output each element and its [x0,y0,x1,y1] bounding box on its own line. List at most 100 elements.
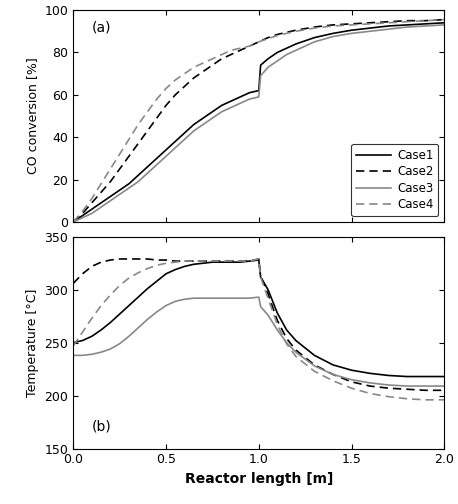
Case2 [89,200,95,206]
Case3 [404,24,410,30]
Case4 [247,43,252,49]
Case2 [219,56,224,62]
Text: (b): (b) [92,420,112,434]
Case4 [136,121,141,128]
Legend: Case1, Case2, Case3, Case4: Case1, Case2, Case3, Case4 [351,144,438,216]
Case2 [163,102,169,108]
Case3 [163,153,169,159]
Case3 [89,210,95,216]
Case4 [284,30,289,36]
Case1 [367,25,373,31]
Case2 [293,27,299,33]
Case2 [200,69,206,75]
Case3 [98,204,104,210]
Case4 [163,86,169,92]
Case2 [247,43,252,49]
Case2 [71,219,76,225]
Case1 [182,130,187,136]
Case2 [349,21,354,27]
Case3 [265,64,271,70]
Case3 [210,115,215,121]
Line: Case2: Case2 [73,20,444,222]
Line: Case3: Case3 [73,25,444,222]
Case2 [265,35,271,41]
Case3 [117,192,122,198]
Case4 [293,28,299,34]
Case3 [136,178,141,184]
Case1 [284,45,289,51]
Case1 [386,23,391,29]
Case4 [98,181,104,187]
Case1 [219,102,224,108]
Case3 [247,96,252,102]
Case1 [98,200,104,206]
Case3 [145,170,150,176]
Case4 [256,39,262,45]
Case1 [237,94,243,100]
Case1 [200,115,206,121]
Case4 [367,21,373,27]
Case2 [182,83,187,89]
Case2 [80,210,85,216]
Case4 [228,47,234,53]
Case1 [228,98,234,104]
Case3 [237,100,243,106]
Case3 [330,34,336,40]
Case4 [182,71,187,77]
Case3 [256,94,262,100]
Case3 [200,121,206,128]
Case2 [98,189,104,195]
Case2 [386,19,391,25]
Case4 [173,77,178,83]
Case3 [311,39,317,45]
Case4 [200,60,206,66]
Case1 [423,21,429,27]
Case1 [173,139,178,145]
Case1 [191,121,196,128]
Case3 [293,47,299,53]
Case4 [80,208,85,214]
Case3 [367,28,373,34]
Case2 [442,17,447,23]
Case2 [367,20,373,26]
Case4 [71,219,76,225]
Case1 [258,62,263,68]
Case4 [191,64,196,70]
Case1 [108,194,113,200]
Case3 [228,104,234,110]
Case1 [404,22,410,28]
Case3 [182,136,187,142]
Case1 [442,20,447,26]
Case2 [284,29,289,35]
Case4 [404,19,410,25]
Case4 [442,17,447,23]
Case3 [258,73,263,79]
Case4 [386,20,391,26]
Case2 [330,22,336,28]
Case1 [275,49,280,55]
Case1 [89,206,95,212]
Case1 [330,30,336,36]
Line: Case4: Case4 [73,20,444,222]
Case3 [191,128,196,134]
Case1 [145,164,150,170]
Case2 [191,75,196,81]
Case3 [349,30,354,36]
Case4 [275,32,280,38]
Case4 [265,36,271,42]
Case2 [117,166,122,172]
Case1 [71,219,76,225]
Case4 [237,45,243,51]
Case1 [136,172,141,178]
X-axis label: Reactor length [m]: Reactor length [m] [185,472,333,486]
Case2 [145,128,150,134]
Case3 [80,215,85,221]
Case4 [126,136,132,142]
Case1 [210,109,215,115]
Case4 [154,96,159,102]
Case1 [311,35,317,41]
Case3 [71,219,76,225]
Case2 [237,47,243,53]
Case2 [126,153,132,159]
Case1 [256,88,262,94]
